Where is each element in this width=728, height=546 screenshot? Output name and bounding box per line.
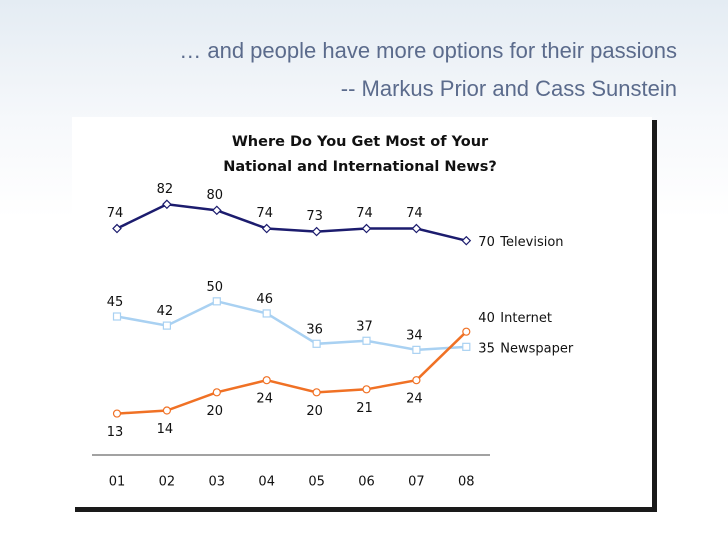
value-label: 36 (306, 322, 323, 337)
value-label: 24 (406, 392, 423, 407)
value-label: 73 (306, 209, 323, 224)
x-tick-label: 08 (458, 475, 475, 490)
value-label: 74 (356, 206, 373, 221)
marker (112, 223, 122, 234)
value-label: 50 (207, 280, 224, 295)
value-label: 13 (107, 425, 124, 440)
marker (412, 376, 421, 385)
series-line (116, 300, 467, 352)
marker (112, 409, 122, 418)
value-label: 21 (356, 401, 373, 416)
value-label: 80 (207, 188, 224, 203)
marker (462, 342, 471, 351)
marker (311, 226, 322, 237)
marker (362, 385, 371, 394)
x-tick-label: 06 (358, 475, 375, 490)
marker (262, 376, 271, 385)
series-line (116, 202, 467, 242)
value-label: 74 (107, 206, 124, 221)
chart-panel (72, 117, 652, 507)
marker (162, 199, 172, 210)
marker (461, 235, 472, 246)
chart-title: National and International News? (223, 159, 497, 175)
x-tick-label: 07 (408, 475, 425, 490)
header-line: -- Markus Prior and Cass Sunstein (340, 76, 677, 101)
series-line (116, 330, 468, 415)
value-label: 24 (256, 392, 273, 407)
x-tick-label: 04 (258, 475, 275, 490)
x-tick-label: 01 (109, 475, 126, 490)
marker (212, 297, 221, 306)
value-label: 20 (306, 404, 323, 419)
value-label: 74 (406, 206, 423, 221)
chart-title: Where Do You Get Most of Your (232, 134, 489, 150)
x-tick-label: 02 (159, 475, 176, 490)
x-tick-label: 05 (308, 475, 325, 490)
marker (362, 336, 371, 345)
value-label: 20 (207, 404, 224, 419)
marker (211, 205, 222, 216)
series-name: Television (499, 235, 563, 250)
value-label: 14 (157, 422, 174, 437)
value-label: 70 (478, 235, 495, 250)
series-name: Newspaper (500, 341, 574, 356)
value-label: 45 (107, 295, 124, 310)
marker (411, 223, 422, 234)
value-label: 40 (478, 311, 495, 326)
header-line: … and people have more options for their… (179, 38, 677, 63)
marker (162, 406, 171, 415)
marker (412, 345, 421, 354)
series-name: Internet (500, 311, 552, 326)
marker (312, 339, 321, 348)
x-tick-label: 03 (209, 475, 226, 490)
marker (112, 312, 122, 321)
marker (462, 327, 471, 336)
value-label: 82 (157, 182, 174, 197)
marker (212, 388, 221, 397)
value-label: 37 (356, 319, 373, 334)
value-label: 46 (256, 292, 273, 307)
marker (262, 309, 271, 318)
marker (162, 321, 171, 330)
marker (261, 223, 272, 234)
marker (312, 388, 321, 397)
value-label: 42 (157, 304, 174, 319)
value-label: 74 (256, 206, 273, 221)
value-label: 34 (406, 328, 423, 343)
marker (361, 223, 372, 234)
value-label: 35 (478, 341, 495, 356)
